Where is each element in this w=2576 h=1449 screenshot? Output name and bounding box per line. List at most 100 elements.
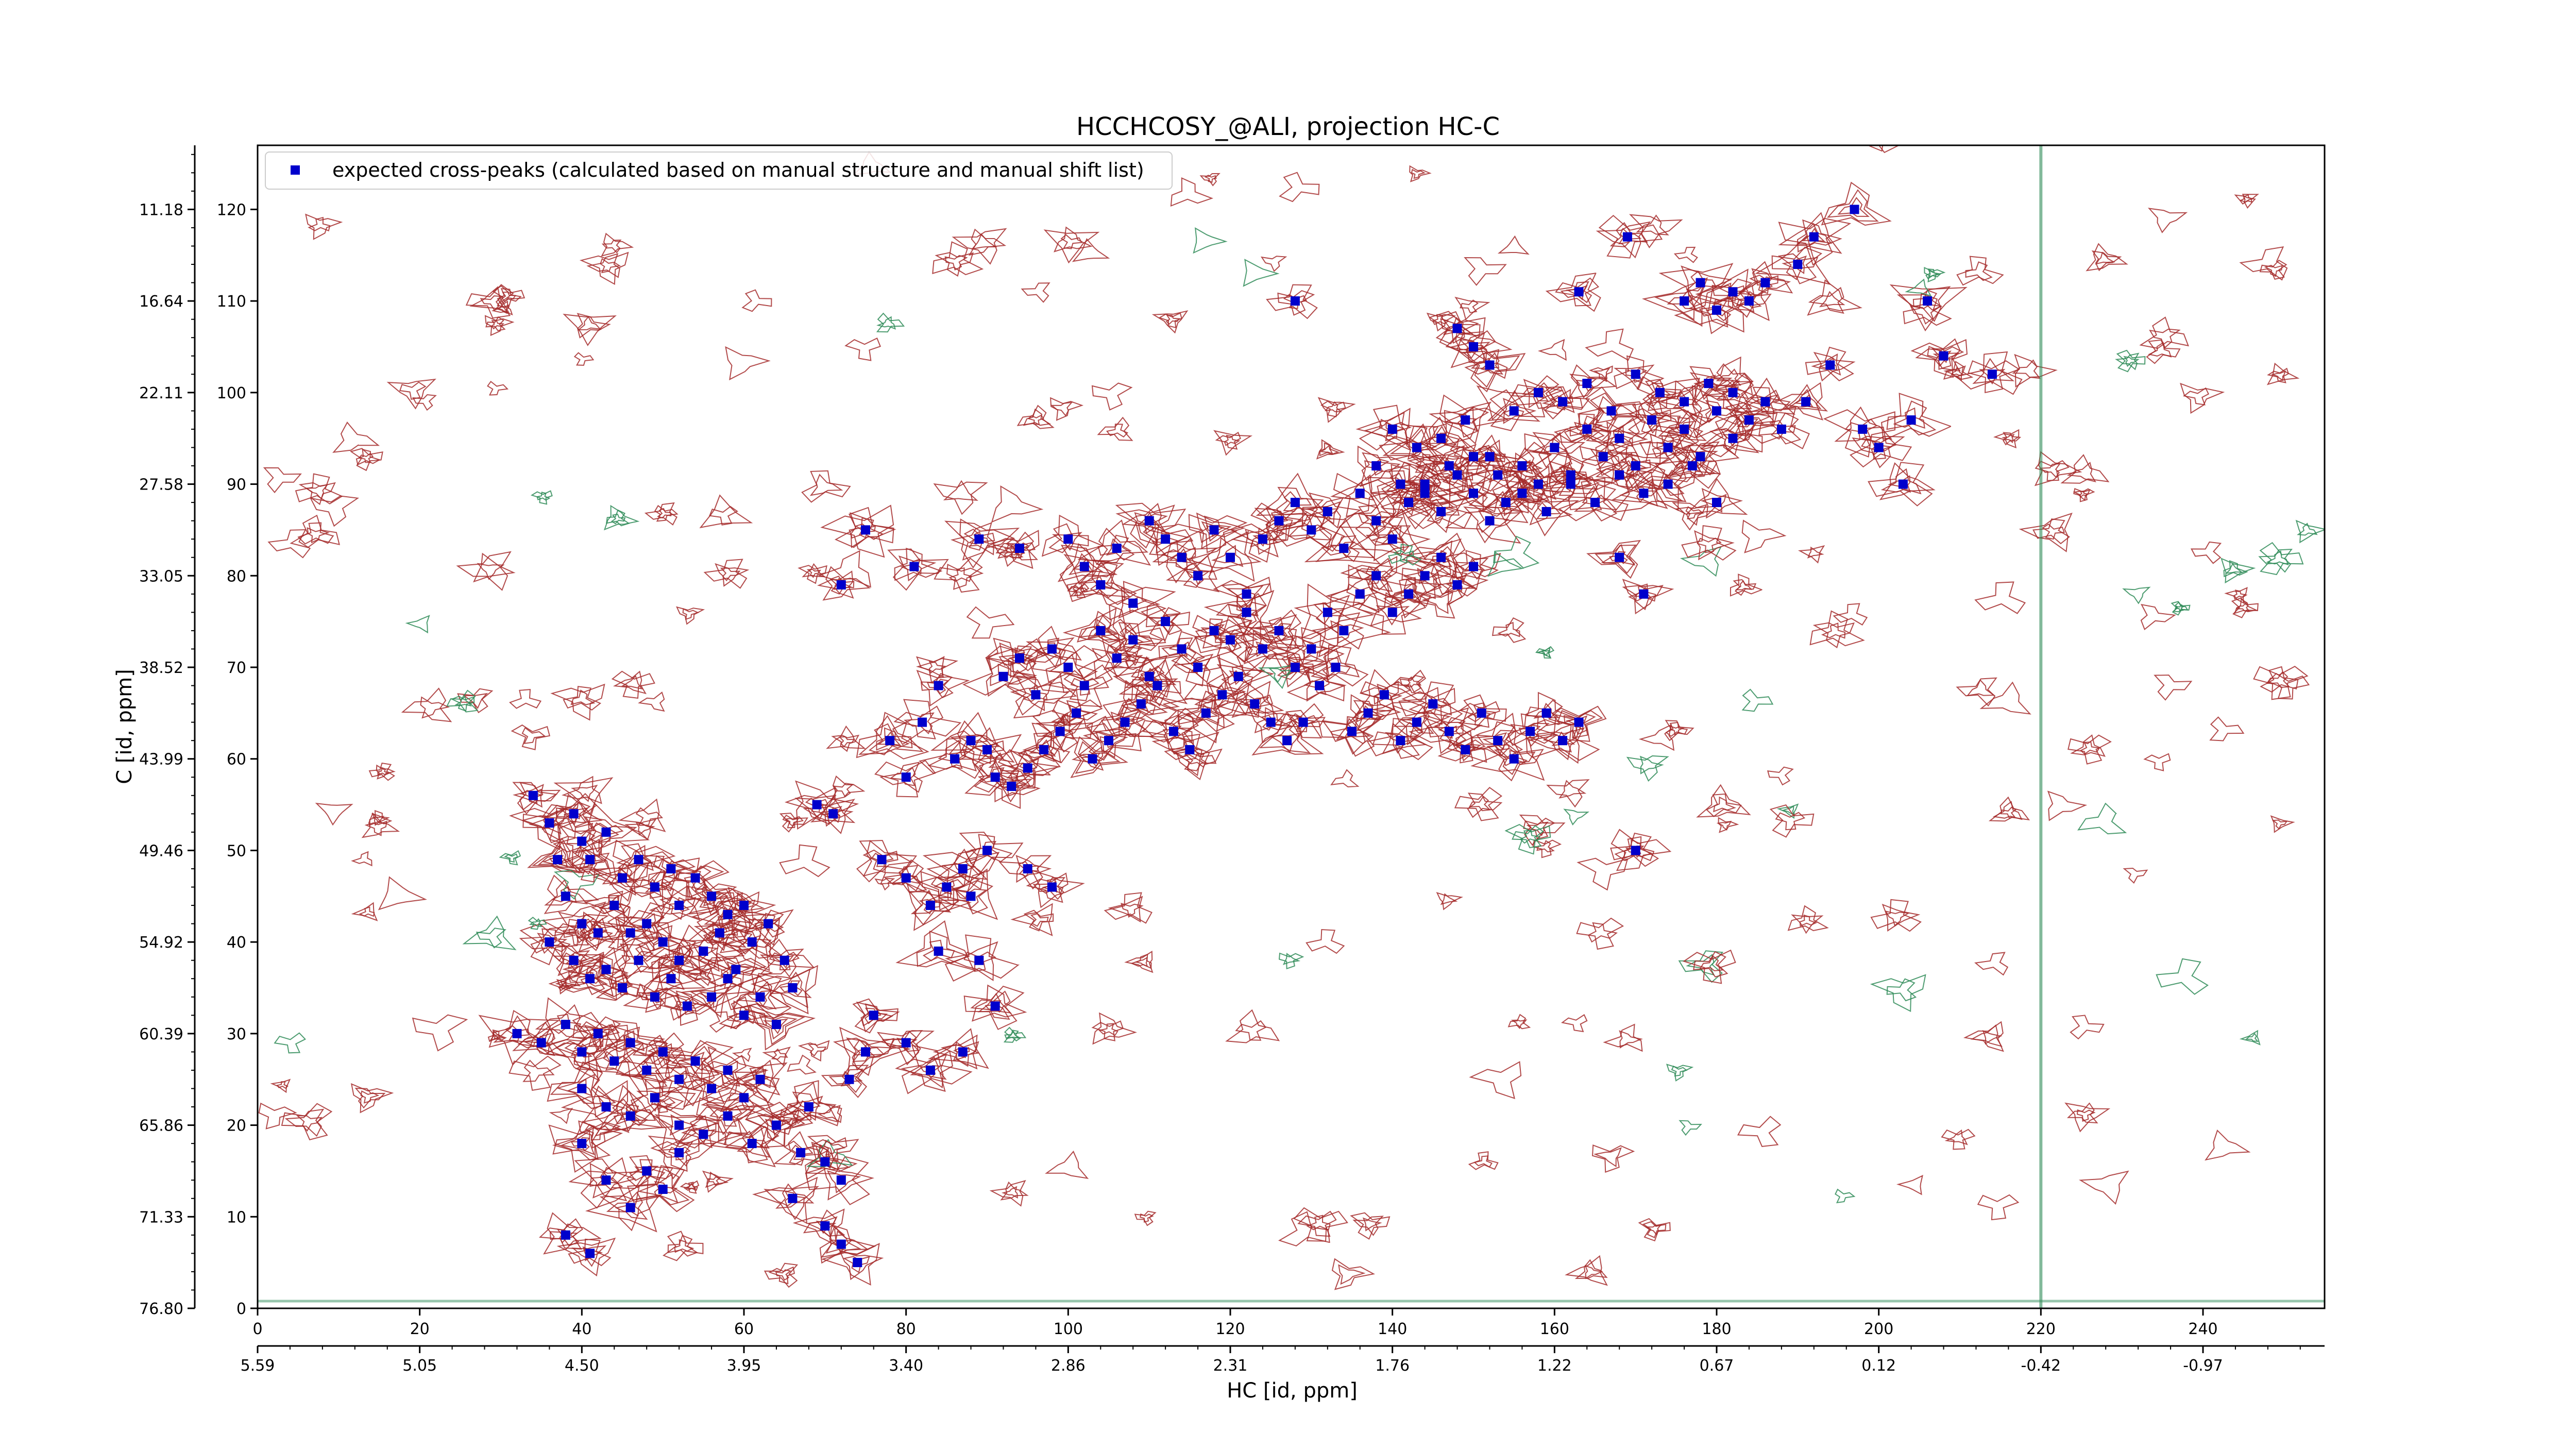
contour-line [1331,1258,1376,1290]
contour-line [579,251,629,285]
contour-line [882,1030,923,1059]
contour-line [1614,836,1655,862]
x-ppm-tick-label: 4.50 [565,1357,599,1375]
contour-line [1068,553,1104,576]
contour-line [1879,462,1936,500]
contour-line [1767,766,1794,786]
contour-line [592,861,638,896]
cross-peak-marker [1452,470,1462,480]
contour-line [1979,681,2031,715]
contour-line [2180,382,2225,414]
y-tick-label: 80 [227,567,246,585]
contour-line [818,806,842,823]
contour-line [1608,430,1631,444]
contour-line [903,712,935,734]
contour-line [1243,630,1293,665]
x-ppm-tick-label: 5.59 [241,1357,275,1375]
y-ppm-tick-label: 71.33 [139,1208,183,1226]
contour-line [821,1242,880,1286]
contour-line [953,1041,980,1062]
contour-line [879,762,923,793]
x-ppm-tick-label: 1.76 [1375,1357,1410,1375]
contour-line [2042,524,2065,540]
contour-line [916,669,970,707]
contour-line [699,494,753,529]
contour-line [1826,189,1879,222]
x-tick-label: 180 [1702,1320,1731,1338]
contour-line [412,1014,468,1052]
cross-peak-marker [836,1175,846,1185]
x-ppm-tick-label: 1.22 [1537,1357,1572,1375]
cross-peak-marker [1509,754,1519,764]
cross-peak-marker [1452,324,1462,333]
contour-line [1164,733,1210,764]
x-ppm-tick-label: 0.67 [1700,1357,1734,1375]
contour-line [853,1043,876,1057]
cross-peak-marker [1168,727,1178,736]
contour-line [1122,502,1168,535]
contour-line [930,712,1004,760]
contour-line [1775,812,1806,831]
contour-line [2034,451,2082,486]
cross-peak-marker [1258,644,1267,654]
contour-line [462,915,517,951]
contour-line [1347,558,1393,592]
contour-line [657,508,672,519]
contour-line [350,1083,394,1114]
contour-line [473,552,516,583]
contour-line [1054,226,1093,252]
contour-line [359,906,375,917]
contour-line [1464,349,1508,379]
contour-line [895,920,975,971]
contour-line [530,490,553,505]
contour-line [1459,701,1501,728]
contour-line [1977,1194,2020,1221]
contour-line [868,723,913,755]
contour-line [2079,1170,2129,1205]
contour-line [769,1080,842,1126]
contour-line [1555,277,1600,307]
contour-line [1568,484,1618,522]
contour-line [1411,169,1426,179]
contour-line [1192,615,1243,649]
legend: expected cross-peaks (calculated based o… [265,151,1173,190]
contour-line [1943,365,1966,381]
contour-line [674,1239,694,1253]
contour-line [889,767,916,786]
contour-line [744,1109,800,1147]
contour-line [1622,584,1664,611]
contour-line [1330,620,1364,644]
cross-peak-marker [666,974,676,984]
contour-line [1628,583,1656,602]
contour-line [1245,528,1285,555]
contour-line [1777,253,1819,280]
contour-line [1476,730,1516,756]
contour-line [284,1108,325,1137]
contour-line [1788,389,1822,410]
contour-line [1502,398,1537,424]
cross-peak-marker [1144,516,1154,526]
y-ppm-tick-label: 60.39 [139,1025,183,1043]
contour-line [1048,664,1113,707]
contour-line [1372,721,1424,759]
cross-peak-marker [1461,415,1470,425]
contour-line [618,843,665,877]
contour-line [1108,896,1143,923]
contour-line [758,1015,798,1040]
contour-line [1896,286,1951,322]
contour-line [1444,407,1489,438]
contour-line [1050,401,1073,417]
contour-line [733,974,790,1010]
cross-peak-marker [1242,608,1251,617]
contour-line [771,1048,788,1060]
contour-line [1317,397,1356,423]
contour-line [1193,619,1252,663]
contour-line [1511,1019,1528,1030]
y-axis-index: 0 10 20 30 40 50 60 70 80 90 100 110 120 [217,201,258,1318]
contour-line [1454,296,1490,321]
contour-line [1494,748,1536,776]
contour-line [1685,506,1704,519]
contour-line [1228,601,1267,628]
cross-peak-marker [1063,534,1073,544]
contour-line [559,974,581,987]
